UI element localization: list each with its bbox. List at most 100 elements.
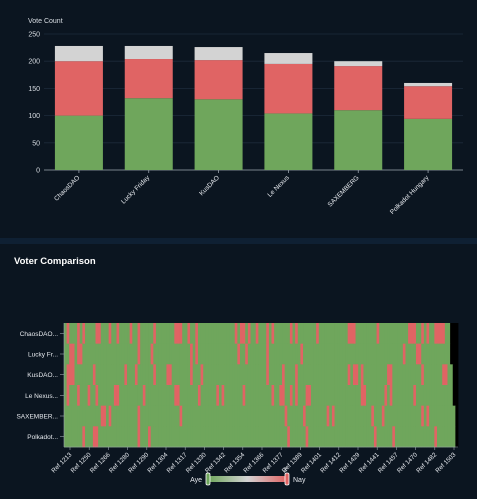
- heatmap-cell: [381, 426, 385, 448]
- heatmap-cell: [253, 385, 257, 407]
- heatmap-cell: [161, 385, 165, 407]
- heatmap-cell: [444, 426, 448, 448]
- heatmap-cell: [376, 364, 380, 386]
- heatmap-cell: [455, 343, 459, 365]
- heatmap-cell: [176, 385, 180, 407]
- heatmap-cell: [69, 343, 73, 365]
- heatmap-cell: [313, 343, 317, 365]
- heatmap-cell: [113, 364, 117, 386]
- heatmap-cell: [263, 323, 267, 345]
- heatmap-cell: [345, 364, 349, 386]
- heatmap-cell: [405, 385, 409, 407]
- heatmap-cell: [116, 405, 120, 427]
- heatmap-cell: [450, 323, 454, 345]
- heatmap-cell: [263, 426, 267, 448]
- heatmap-cell: [192, 343, 196, 365]
- heatmap-cell: [360, 323, 364, 345]
- heatmap-cell: [208, 343, 212, 365]
- heatmap-cell: [279, 364, 283, 386]
- heatmap-cell: [360, 426, 364, 448]
- heatmap-cell: [400, 385, 404, 407]
- heatmap-cell: [79, 405, 83, 427]
- heatmap-cell: [140, 364, 144, 386]
- heatmap-cell: [308, 364, 312, 386]
- heatmap-cell: [295, 364, 299, 386]
- heatmap-cell: [224, 364, 228, 386]
- heatmap-cell: [163, 405, 167, 427]
- heatmap-cell: [158, 343, 162, 365]
- heatmap-cell: [405, 364, 409, 386]
- heatmap-cell: [90, 426, 94, 448]
- heatmap-cell: [394, 364, 398, 386]
- heatmap-cell: [329, 426, 333, 448]
- heatmap-cell: [381, 385, 385, 407]
- heatmap-cell: [203, 323, 207, 345]
- heatmap-cell: [221, 323, 225, 345]
- heatmap-cell: [82, 405, 86, 427]
- heatmap-cell: [400, 323, 404, 345]
- heatmap-cell: [232, 426, 236, 448]
- heatmap-cell: [450, 343, 454, 365]
- heatmap-cell: [197, 405, 201, 427]
- heatmap-cell: [132, 364, 136, 386]
- heatmap-cell: [303, 323, 307, 345]
- heatmap-cell: [184, 405, 188, 427]
- heatmap-cell: [129, 364, 133, 386]
- heatmap-cell: [134, 343, 138, 365]
- heatmap-cell: [155, 405, 159, 427]
- heatmap-cell: [77, 405, 81, 427]
- heatmap-cell: [224, 343, 228, 365]
- heatmap-cell: [436, 405, 441, 427]
- heatmap-cell: [289, 364, 293, 386]
- row-label: Le Nexus...: [25, 393, 58, 400]
- heatmap-cell: [79, 385, 83, 407]
- heatmap-cell: [195, 426, 199, 448]
- heatmap-cell: [161, 405, 165, 427]
- heatmap-cell: [261, 385, 265, 407]
- heatmap-cell: [423, 385, 427, 407]
- heatmap-cell: [421, 323, 425, 345]
- heatmap-cell: [316, 364, 320, 386]
- heatmap-cell: [347, 426, 351, 448]
- heatmap-cell: [268, 323, 272, 345]
- x-tick-label: SAXEMBERG: [327, 174, 361, 208]
- heatmap-cell: [148, 323, 152, 345]
- heatmap-cell: [295, 405, 299, 427]
- heatmap-cell: [261, 364, 265, 386]
- heatmap-cell: [95, 343, 99, 365]
- bar-kusdao-segment-3: [194, 47, 243, 61]
- heatmap-cell: [87, 426, 91, 448]
- heatmap-cell: [271, 323, 275, 345]
- heatmap-cell: [258, 343, 262, 365]
- heatmap-cell: [71, 426, 75, 448]
- heatmap-cell: [92, 405, 96, 427]
- heatmap-cell: [100, 364, 104, 386]
- heatmap-cell: [450, 364, 454, 386]
- heatmap-cell: [292, 426, 296, 448]
- heatmap-cell: [334, 343, 338, 365]
- heatmap-cell: [87, 405, 91, 427]
- heatmap-cell: [455, 385, 459, 407]
- heatmap-cell: [179, 364, 183, 386]
- heatmap-cell: [308, 385, 312, 407]
- heatmap-cell: [119, 364, 123, 386]
- heatmap-cell: [279, 426, 283, 448]
- heatmap-cell: [119, 385, 123, 407]
- heatmap-cell: [318, 323, 322, 345]
- heatmap-cell: [142, 364, 146, 386]
- heatmap-cell: [434, 405, 438, 427]
- bar-chaosdao-segment-1: [54, 115, 103, 170]
- heatmap-cell: [347, 323, 351, 345]
- heatmap-cell: [245, 405, 249, 427]
- heatmap-cell: [426, 405, 430, 427]
- heatmap-cell: [171, 343, 175, 365]
- heatmap-cell: [274, 323, 278, 345]
- heatmap-cell: [313, 405, 317, 427]
- heatmap-cell: [434, 364, 438, 386]
- heatmap-cell: [140, 323, 144, 345]
- heatmap-cell: [387, 343, 391, 365]
- heatmap-cell: [287, 323, 291, 345]
- heatmap-cell: [176, 405, 180, 427]
- heatmap-cell: [129, 405, 133, 427]
- heatmap-cell: [394, 405, 398, 427]
